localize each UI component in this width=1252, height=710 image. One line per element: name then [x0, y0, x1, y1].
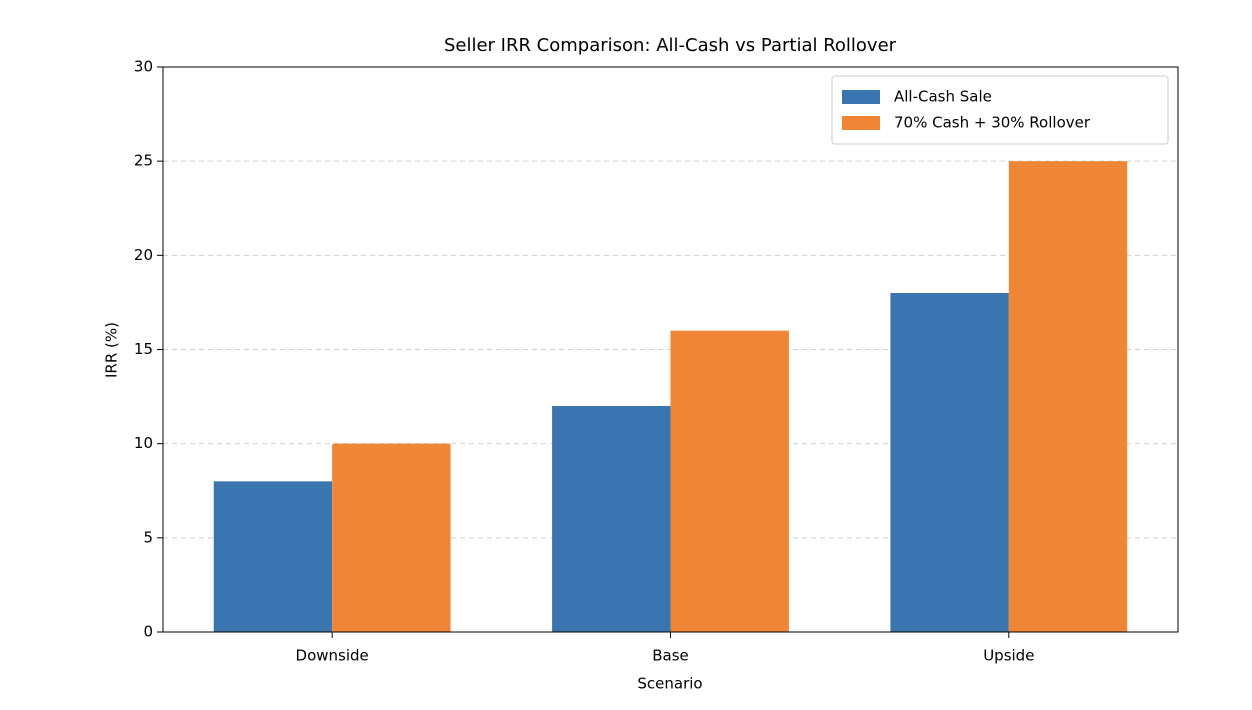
y-tick-label: 0	[143, 623, 153, 641]
x-tick-label: Downside	[296, 647, 369, 665]
x-tick-label: Base	[652, 647, 689, 665]
y-tick-label: 10	[134, 434, 153, 452]
x-tick-label: Upside	[983, 647, 1034, 665]
y-tick-label: 20	[134, 246, 153, 264]
legend-swatch	[842, 116, 880, 130]
y-tick-label: 15	[134, 340, 153, 358]
y-axis-label: IRR (%)	[103, 322, 121, 378]
legend-swatch	[842, 90, 880, 104]
plot-frame	[162, 66, 1179, 633]
y-tick-label: 30	[134, 58, 153, 76]
y-tick-label: 5	[143, 528, 153, 546]
legend-label: All-Cash Sale	[894, 88, 992, 106]
chart-title: Seller IRR Comparison: All-Cash vs Parti…	[444, 35, 897, 56]
bar	[332, 443, 451, 632]
bar	[670, 330, 789, 632]
legend-label: 70% Cash + 30% Rollover	[894, 114, 1091, 132]
bar	[1008, 161, 1128, 632]
bar	[890, 293, 1009, 632]
bar	[552, 406, 671, 632]
bar	[213, 481, 333, 632]
x-axis-label: Scenario	[637, 675, 702, 693]
y-tick-label: 25	[134, 152, 153, 170]
legend-box	[831, 75, 1169, 145]
